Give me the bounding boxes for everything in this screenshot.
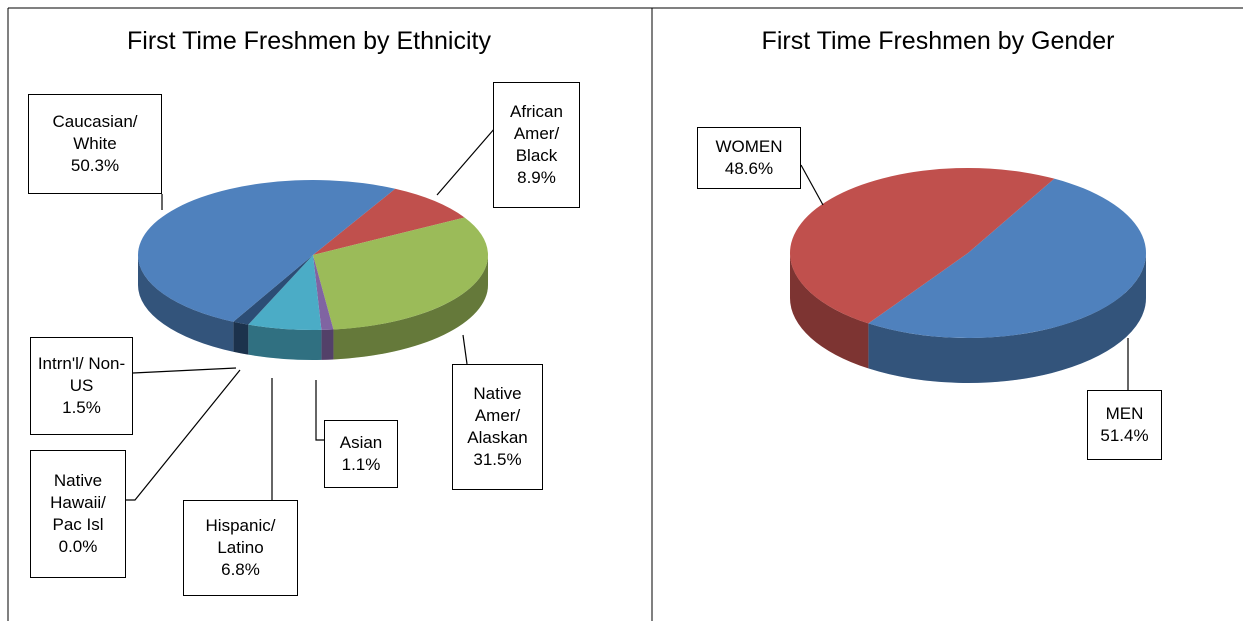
label-category: Native Hawaii/ Pac Isl <box>50 471 106 534</box>
slice-side-shade <box>248 324 322 360</box>
slice <box>313 255 334 330</box>
label-category: African Amer/ Black <box>510 102 563 165</box>
slice <box>868 178 1146 338</box>
data-label: Intrn'l/ Non-US 1.5% <box>30 337 133 435</box>
chart-title: First Time Freshmen by Ethnicity <box>127 27 491 55</box>
data-label: Asian 1.1% <box>324 420 398 488</box>
label-category: Caucasian/ White <box>52 112 138 153</box>
data-label: MEN 51.4% <box>1087 390 1162 460</box>
label-category: Native Amer/ Alaskan <box>467 384 528 447</box>
leader-line <box>800 164 824 206</box>
slice <box>137 179 396 322</box>
data-label: Hispanic/ Latino 6.8% <box>183 500 298 596</box>
label-value: 1.5% <box>62 398 101 417</box>
label-value: 1.1% <box>341 455 381 474</box>
slice <box>248 255 322 330</box>
leader-line <box>132 367 237 374</box>
leader-line <box>315 380 324 441</box>
data-label: WOMEN 48.6% <box>697 127 801 189</box>
slice-side-shade <box>233 321 249 355</box>
slice <box>233 255 313 325</box>
label-category: Asian <box>339 433 383 452</box>
label-category: Intrn'l/ Non-US <box>37 354 126 395</box>
slice <box>313 188 465 255</box>
chart-title: First Time Freshmen by Gender <box>761 27 1115 55</box>
slice-side <box>248 324 322 360</box>
data-label: Native Amer/ Alaskan 31.5% <box>452 364 543 490</box>
slice-side <box>868 253 1146 383</box>
slice-side-shade <box>333 255 488 360</box>
label-category: MEN <box>1105 404 1144 423</box>
label-value: 0.0% <box>58 537 98 556</box>
slice-side-shade <box>321 329 334 360</box>
slice-side <box>138 255 234 352</box>
slice-side <box>333 255 488 360</box>
leader-line <box>436 127 496 196</box>
label-category: WOMEN <box>715 137 783 156</box>
slice-side <box>790 253 869 369</box>
label-value: 51.4% <box>1100 426 1149 445</box>
label-value: 8.9% <box>517 168 556 187</box>
slice-side-shade <box>868 253 1146 383</box>
data-label: Native Hawaii/ Pac Isl 0.0% <box>30 450 126 578</box>
slice <box>789 167 1055 324</box>
slice-side <box>321 329 334 360</box>
slice-side-shade <box>138 255 234 352</box>
slice-side <box>233 321 249 355</box>
slice <box>313 217 488 330</box>
data-label: Caucasian/ White 50.3% <box>28 94 162 194</box>
label-category: Hispanic/ Latino <box>205 516 276 557</box>
label-value: 6.8% <box>221 560 260 579</box>
slice-side-shade <box>790 253 869 369</box>
data-label: African Amer/ Black 8.9% <box>493 82 580 208</box>
label-value: 50.3% <box>70 156 120 175</box>
label-value: 31.5% <box>473 450 522 469</box>
leader-line <box>126 369 241 501</box>
label-value: 48.6% <box>724 159 774 178</box>
leader-line <box>462 334 468 365</box>
